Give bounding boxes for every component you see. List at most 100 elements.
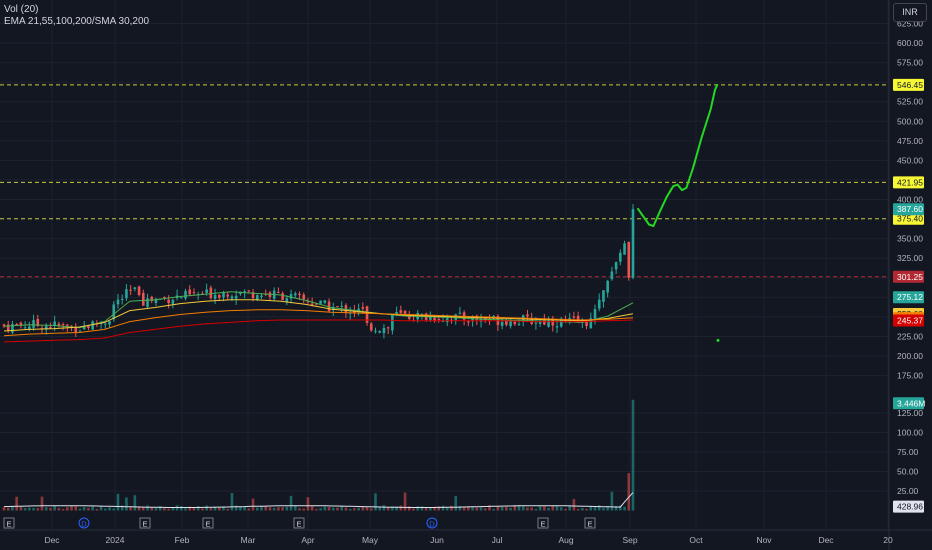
currency-button[interactable]: INR [893, 3, 927, 22]
candle [167, 295, 170, 309]
volume-bar [555, 505, 559, 511]
earnings-marker: E [584, 517, 596, 529]
volume-bar [530, 507, 533, 511]
candle [606, 279, 609, 298]
volume-bar [129, 506, 132, 511]
volume-bar [403, 492, 407, 511]
candle [57, 321, 61, 328]
time-tick-label: Nov [756, 535, 772, 545]
candle [188, 285, 192, 297]
candle-body [213, 294, 217, 299]
price-tick-label: 400.00 [897, 195, 923, 205]
candle [559, 317, 563, 328]
candle [602, 290, 605, 308]
candle-body [437, 319, 441, 321]
volume-bar [433, 506, 436, 511]
price-tag-bg [893, 291, 924, 304]
volume-bar [213, 506, 217, 511]
candle-body [323, 300, 327, 303]
candle [137, 285, 141, 297]
candle [133, 287, 137, 292]
volume-bar [382, 505, 386, 511]
volume-bar [15, 496, 18, 511]
candle-body [631, 209, 635, 278]
candle-body [44, 325, 48, 330]
volume-bar [298, 508, 301, 511]
volume-bar [112, 508, 116, 511]
price-tick-label: 325.00 [897, 253, 923, 263]
volume-bar [226, 508, 230, 511]
volume-bar [306, 497, 310, 511]
price-tick-label: 175.00 [897, 371, 923, 381]
candle-body [57, 323, 61, 326]
volume-ma-line [3, 492, 634, 508]
volume-bar [142, 507, 145, 511]
candle-body [234, 295, 238, 299]
candle-body [361, 307, 365, 309]
dividend-marker-circle [78, 517, 90, 529]
candle [226, 291, 230, 300]
volume-bar [277, 507, 280, 511]
volume-bar [23, 508, 27, 511]
price-tick-label: 600.00 [897, 38, 923, 48]
volume-bar [509, 507, 512, 511]
candle-body [374, 330, 377, 332]
volume-bar [239, 506, 242, 511]
candle [323, 300, 327, 305]
candle-body [526, 314, 529, 317]
candle-body [623, 243, 626, 255]
volume-bar [260, 505, 263, 511]
volume-bar [513, 505, 517, 511]
volume-bar [163, 508, 166, 511]
volume-bar [369, 508, 373, 511]
volume-bar [454, 496, 457, 511]
volume-bar [281, 507, 284, 511]
candle [623, 240, 626, 255]
candle [327, 298, 331, 312]
time-tick-label: May [362, 535, 379, 545]
volume-bar [378, 506, 382, 511]
earnings-marker: E [3, 517, 15, 529]
event-marker-label: E [142, 520, 147, 529]
volume-bar [458, 505, 462, 511]
price-tag-bg [893, 314, 924, 327]
candle [437, 316, 441, 323]
candle-body [509, 319, 512, 327]
candle [289, 289, 293, 304]
candle-body [15, 324, 18, 326]
candle [610, 266, 614, 281]
volume-bar [234, 505, 238, 511]
candle-body [171, 299, 175, 304]
volume-bar [82, 507, 86, 511]
earnings-marker-box [202, 517, 214, 529]
volume-bar [28, 507, 31, 511]
price-tick-label: 200.00 [897, 351, 923, 361]
volume-tag-label: 3.446M [897, 398, 925, 408]
volume-bar [543, 506, 546, 511]
candle-body [188, 289, 192, 295]
candle-body [395, 312, 398, 314]
volume-bar [319, 508, 322, 511]
candle-body [217, 295, 221, 298]
candle-body [467, 321, 470, 323]
candle [374, 327, 377, 334]
level-tag: 375.40 [893, 212, 924, 225]
candle-body [555, 326, 559, 328]
volume-bar [517, 505, 521, 511]
candle [619, 249, 622, 266]
earnings-marker-box [139, 517, 151, 529]
candle-body [209, 287, 213, 299]
candle-body [399, 310, 403, 313]
volume-bar [361, 506, 365, 511]
candle-body [589, 318, 593, 329]
volume-bar [247, 508, 251, 511]
candle-body [298, 293, 301, 296]
candle [116, 293, 120, 309]
volume-bar [180, 506, 183, 511]
event-marker-label: E [540, 520, 545, 529]
volume-bar [99, 506, 103, 511]
candle-body [192, 292, 196, 294]
volume-bar [564, 508, 567, 511]
